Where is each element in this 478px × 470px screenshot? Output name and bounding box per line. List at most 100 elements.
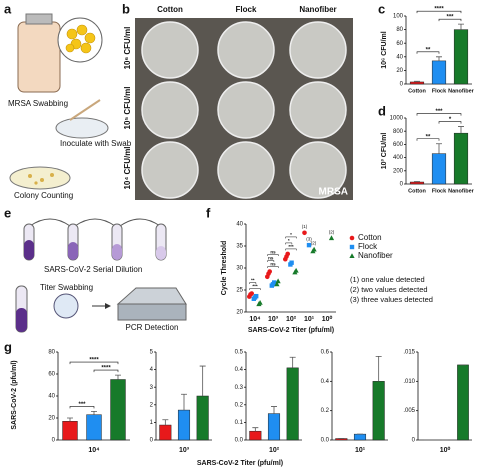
x-tick-label: 10⁴ xyxy=(249,316,261,323)
error-bar xyxy=(436,56,442,61)
bar xyxy=(86,414,102,441)
error-bar xyxy=(436,143,442,154)
x-tick-label: Flock xyxy=(432,188,447,194)
panel-label: e xyxy=(4,205,11,220)
y-tick-label: 20 xyxy=(396,68,403,74)
petri-dish xyxy=(289,141,347,199)
y-tick-label: 0 xyxy=(150,438,154,444)
panel-label: a xyxy=(4,1,12,16)
y-tick-label: 2 xyxy=(150,402,154,408)
point xyxy=(254,293,259,299)
y-tick-label: 0 xyxy=(52,438,56,444)
error-bar xyxy=(414,80,420,82)
bar xyxy=(457,364,469,441)
x-tick-label: 10⁴ xyxy=(88,447,100,454)
y-tick-label: 100 xyxy=(393,14,404,20)
x-tick-label: 10¹ xyxy=(304,316,315,323)
point-note: (2) xyxy=(329,229,335,234)
note: (2) two values detected xyxy=(350,285,428,294)
y-tick-label: 40 xyxy=(396,54,403,60)
bar xyxy=(62,421,78,441)
petri-dish xyxy=(141,21,199,79)
significance-bracket xyxy=(267,260,275,263)
panel-label: g xyxy=(4,339,12,354)
significance-label: ns xyxy=(270,262,276,267)
panel-label: b xyxy=(122,1,130,16)
illustration-text: Colony Counting xyxy=(14,191,73,200)
bar xyxy=(267,413,281,441)
y-tick-label: 80 xyxy=(396,27,403,33)
photo-tag: MRSA xyxy=(319,187,348,198)
significance-bracket xyxy=(249,282,257,285)
illustration-text: Titer Swabbing xyxy=(40,283,93,292)
illustration-text: SARS-CoV-2 Serial Dilution xyxy=(44,265,142,274)
y-tick-label: 35 xyxy=(236,244,243,250)
x-tick-label: Nanofiber xyxy=(448,88,475,94)
significance-bracket xyxy=(93,369,119,373)
x-tick-label: Flock xyxy=(432,88,447,94)
x-tick-label: 10² xyxy=(286,316,297,323)
y-tick-label: .005 xyxy=(403,408,415,414)
point xyxy=(349,244,355,250)
error-bar xyxy=(458,126,464,134)
y-tick-label: 0 xyxy=(412,438,416,444)
y-tick-label: 0.4 xyxy=(235,367,244,373)
x-tick-label: 10¹ xyxy=(355,447,366,454)
point xyxy=(285,251,291,257)
illustration-e xyxy=(15,218,187,333)
petri-dish xyxy=(217,141,275,199)
note: (3) three values detected xyxy=(350,295,433,304)
y-tick-label: .010 xyxy=(403,379,415,385)
significance-label: ** xyxy=(251,278,255,283)
y-tick-label: 0.6 xyxy=(321,350,330,356)
significance-bracket xyxy=(416,113,462,116)
y-axis-label: SARS-CoV-2 (pfu/ml) xyxy=(11,360,18,429)
row-label: 10⁴ CFU/ml xyxy=(123,146,132,189)
significance-label: * xyxy=(449,117,452,123)
x-tick-label: 10³ xyxy=(268,316,279,323)
significance-bracket xyxy=(416,10,462,14)
significance-bracket xyxy=(285,242,293,245)
y-tick-label: 80 xyxy=(48,350,55,356)
y-tick-label: 40 xyxy=(236,222,243,228)
bar xyxy=(177,409,191,441)
petri-dish xyxy=(217,21,275,79)
bar xyxy=(353,433,367,441)
significance-label: * xyxy=(288,238,290,243)
point xyxy=(349,235,355,241)
column-label: Nanofiber xyxy=(299,5,336,14)
point xyxy=(293,267,299,273)
error-bar xyxy=(458,23,464,30)
y-axis-label: 10⁶ CFU/ml xyxy=(381,31,388,69)
y-tick-label: 0 xyxy=(400,182,404,188)
point xyxy=(249,291,254,296)
x-tick-label: 10⁰ xyxy=(440,446,451,454)
x-tick-label: 10³ xyxy=(179,447,190,454)
significance-bracket xyxy=(267,254,279,257)
row-label: 10⁶ CFU/ml xyxy=(123,27,132,70)
bar xyxy=(453,29,469,85)
y-tick-label: 30 xyxy=(236,266,243,272)
bar xyxy=(372,381,385,441)
y-tick-label: 25 xyxy=(236,288,243,294)
point xyxy=(275,278,281,284)
y-tick-label: 0.2 xyxy=(235,402,244,408)
petri-dishes xyxy=(141,21,347,199)
significance-bracket xyxy=(285,248,297,251)
y-tick-label: 0.3 xyxy=(235,385,244,391)
significance-bracket xyxy=(438,121,462,124)
error-bar xyxy=(414,181,420,183)
bar xyxy=(431,60,447,85)
y-tick-label: .015 xyxy=(403,350,415,356)
bar xyxy=(286,367,299,441)
y-tick-label: 0.1 xyxy=(235,420,244,426)
legend-label: Nanofiber xyxy=(358,251,393,260)
point xyxy=(267,269,273,274)
point-note: (2) xyxy=(311,241,317,246)
significance-label: ns xyxy=(270,250,276,255)
error-bar xyxy=(375,356,382,382)
y-tick-label: 20 xyxy=(48,416,55,422)
bar xyxy=(159,424,172,441)
bar xyxy=(431,153,447,185)
y-tick-label: 0.0 xyxy=(321,438,330,444)
